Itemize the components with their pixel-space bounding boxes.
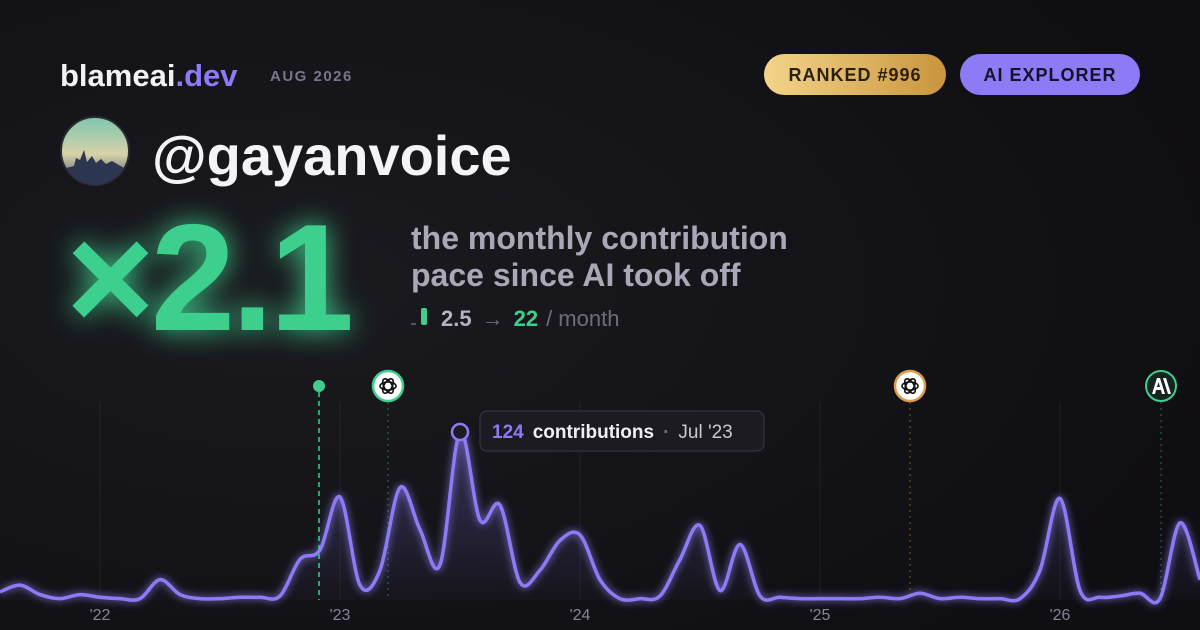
- handle: @gayanvoice: [152, 124, 512, 187]
- openai-icon: [893, 369, 927, 403]
- x-tick-label: '24: [570, 607, 591, 624]
- line: [0, 430, 1200, 605]
- x-tick-label: '25: [810, 607, 831, 624]
- rank-badge: [764, 54, 946, 95]
- multiplier: ×2.1: [66, 193, 351, 363]
- pace-change: 2.5 → 22 / month: [441, 306, 619, 331]
- description-line: pace since AI took off: [411, 257, 741, 293]
- tier-badge: [960, 54, 1140, 95]
- before-value: 2.5: [441, 306, 472, 331]
- tooltip-value: 124: [492, 422, 524, 443]
- openai-icon: [371, 369, 405, 403]
- tooltip-box: [479, 410, 765, 452]
- description-line: the monthly contribution: [411, 220, 788, 256]
- tier-badge-text: AI EXPLORER: [983, 65, 1116, 85]
- avatar-skyline: [66, 150, 124, 185]
- rank-badge-text: RANKED #996: [788, 65, 921, 85]
- unit: / month: [546, 306, 619, 331]
- before-bar: [411, 323, 416, 325]
- x-tick-label: '22: [90, 607, 111, 624]
- chart: '22 '23 '24 '25 '26: [0, 402, 1200, 624]
- anthropic-icon: [1145, 370, 1177, 402]
- tooltip-date: Jul '23: [678, 422, 732, 443]
- brand-suffix: .dev: [175, 58, 238, 93]
- x-tick-label: '23: [330, 607, 351, 624]
- tooltip-separator: ·: [663, 422, 669, 443]
- tooltip-label: contributions: [533, 422, 654, 443]
- x-tick-label: '26: [1050, 607, 1071, 624]
- arrow: →: [482, 306, 504, 331]
- tooltip-text: 124 contributions · Jul '23: [492, 422, 733, 443]
- after-value: 22: [514, 306, 538, 331]
- brand-name: blameai: [60, 58, 175, 93]
- tooltip: 124 contributions · Jul '23: [479, 410, 765, 452]
- brand: blameai.dev: [60, 58, 238, 93]
- after-bar: [421, 308, 427, 325]
- event-dot: [313, 380, 325, 392]
- period: AUG 2026: [270, 68, 353, 85]
- peak-marker: [450, 422, 470, 442]
